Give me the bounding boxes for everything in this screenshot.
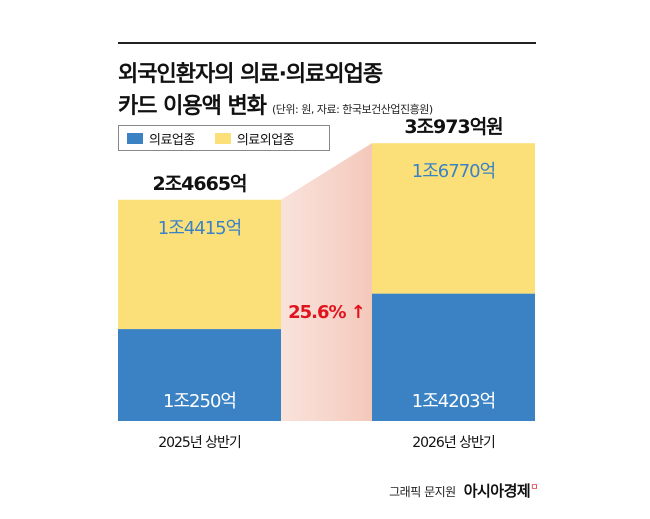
bar-segment-medical bbox=[372, 293, 535, 421]
legend-label-non-medical: 의료외업종 bbox=[236, 132, 295, 148]
data-label-medical: 1조4203억 bbox=[412, 391, 495, 412]
source-note: (단위: 원, 자료: 한국보건산업진흥원) bbox=[272, 103, 433, 116]
legend-swatch-non-medical bbox=[214, 132, 231, 144]
data-label-non-medical: 1조6770억 bbox=[412, 161, 495, 182]
data-label-non-medical: 1조4415억 bbox=[158, 218, 241, 239]
credit-line: 그래픽 문지원 아시아경제ㅁ bbox=[389, 480, 538, 501]
chart-title-line1: 외국인환자의 의료·의료외업종 bbox=[118, 62, 383, 87]
bar-segment-non-medical bbox=[118, 199, 281, 330]
growth-annotation: 25.6% ↑ bbox=[288, 302, 365, 323]
legend: 의료업종 의료외업종 bbox=[118, 125, 330, 151]
graphic-credit: 그래픽 문지원 bbox=[389, 485, 456, 499]
growth-connector bbox=[281, 143, 372, 421]
legend-item-non-medical: 의료외업종 bbox=[214, 129, 295, 148]
legend-label-medical: 의료업종 bbox=[149, 132, 195, 148]
category-label: 2026년 상반기 bbox=[412, 435, 495, 451]
chart-title-line2: 카드 이용액 변화 (단위: 원, 자료: 한국보건산업진흥원) bbox=[118, 88, 433, 120]
data-label-medical: 1조250억 bbox=[163, 391, 236, 412]
category-label: 2025년 상반기 bbox=[158, 435, 241, 451]
brand-logo: 아시아경제 bbox=[463, 482, 531, 500]
total-label: 2조4665억 bbox=[152, 173, 246, 195]
total-label: 3조973억원 bbox=[404, 116, 502, 138]
brand-mark-icon: ㅁ bbox=[530, 483, 538, 493]
title-rule bbox=[118, 42, 536, 44]
chart-title-main: 카드 이용액 변화 bbox=[118, 94, 267, 119]
bar-segment-medical bbox=[118, 329, 281, 421]
bar-segment-non-medical bbox=[372, 143, 535, 294]
legend-item-medical: 의료업종 bbox=[127, 129, 195, 148]
legend-swatch-medical bbox=[127, 132, 143, 144]
